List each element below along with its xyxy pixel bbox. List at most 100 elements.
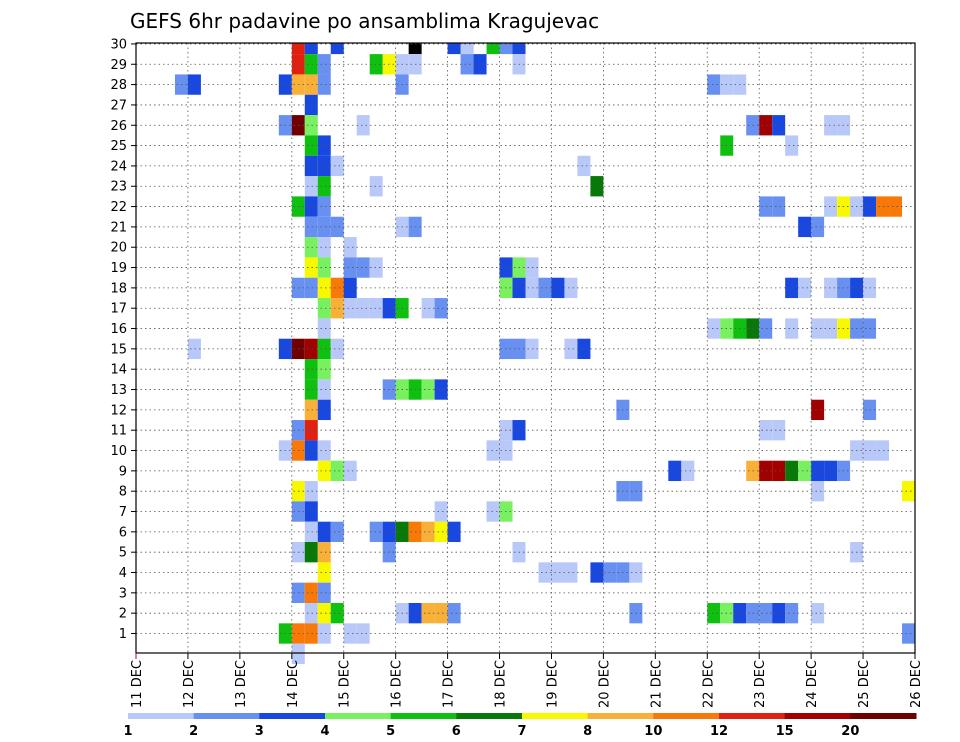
- y-tick-label: 12: [110, 403, 127, 418]
- heatmap-cell: [785, 135, 799, 156]
- heatmap-cell: [304, 135, 318, 156]
- x-tick-label: 21 DEC: [649, 660, 664, 708]
- colorbar-swatch: [719, 713, 786, 719]
- heatmap-cell: [811, 481, 825, 502]
- heatmap-cell: [356, 115, 370, 136]
- chart-title: GEFS 6hr padavine po ansamblima Kragujev…: [130, 9, 599, 33]
- colorbar-label: 1: [123, 724, 132, 739]
- colorbar-label: 15: [776, 724, 794, 739]
- heatmap-cell: [408, 43, 422, 55]
- heatmap-cell: [824, 318, 838, 339]
- colorbar-label: 12: [710, 724, 728, 739]
- heatmap-cell: [291, 43, 305, 55]
- heatmap-cell: [356, 298, 370, 319]
- colorbar-swatch: [850, 713, 917, 719]
- heatmap-cell: [317, 623, 331, 644]
- y-tick-label: 14: [110, 363, 127, 378]
- heatmap-cell: [304, 582, 318, 604]
- heatmap-cell: [876, 196, 890, 217]
- heatmap-cell: [681, 460, 695, 482]
- heatmap-cell: [330, 277, 344, 299]
- heatmap-cell: [486, 440, 500, 461]
- heatmap-cell: [304, 237, 318, 258]
- heatmap-cell: [304, 196, 318, 217]
- heatmap-cell: [811, 399, 825, 421]
- x-tick-label: 11 DEC: [130, 660, 145, 708]
- heatmap-cell: [785, 277, 799, 299]
- heatmap-cell: [304, 155, 318, 177]
- heatmap-cell: [317, 298, 331, 319]
- heatmap-cells: [174, 43, 915, 664]
- y-tick-label: 1: [119, 627, 127, 642]
- colorbar-swatch: [522, 713, 589, 719]
- heatmap-cell: [317, 277, 331, 299]
- heatmap-cell: [343, 277, 357, 299]
- y-tick-label: 19: [110, 261, 127, 276]
- y-tick-label: 4: [119, 566, 127, 581]
- heatmap-cell: [304, 420, 318, 441]
- heatmap-cell: [304, 542, 318, 563]
- heatmap-cell: [434, 603, 448, 624]
- y-tick-label: 11: [110, 424, 127, 439]
- heatmap-cell: [460, 54, 474, 75]
- heatmap-cell: [876, 440, 890, 461]
- heatmap-cell: [369, 298, 383, 319]
- heatmap-cell: [447, 521, 461, 543]
- heatmap-cell: [304, 501, 318, 522]
- heatmap-cell: [434, 379, 448, 400]
- heatmap-cell: [759, 603, 773, 624]
- y-tick-label: 3: [119, 586, 127, 601]
- heatmap-cell: [330, 216, 344, 238]
- heatmap-cell: [369, 521, 383, 543]
- heatmap-cell: [304, 216, 318, 238]
- heatmap-cell: [317, 155, 331, 177]
- heatmap-cell: [317, 379, 331, 400]
- heatmap-cell: [421, 603, 435, 624]
- y-tick-label: 13: [110, 383, 127, 398]
- heatmap-cell: [317, 440, 331, 461]
- x-tick-label: 24 DEC: [805, 660, 820, 708]
- colorbar-swatch: [784, 713, 851, 719]
- x-tick-label: 16 DEC: [390, 660, 405, 708]
- heatmap-cell: [330, 43, 344, 55]
- colorbar-swatch: [390, 713, 457, 719]
- y-axis-ticks: 1234567891011121314151617181920212223242…: [110, 37, 136, 642]
- colorbar: 1 2 3 4 5 6 7 8 10 12 15 20: [123, 713, 917, 739]
- heatmap-cell: [356, 623, 370, 644]
- colorbar-label: 3: [255, 724, 264, 739]
- heatmap-cell: [304, 338, 318, 360]
- heatmap-cell: [707, 603, 721, 624]
- heatmap-cell: [317, 521, 331, 543]
- y-tick-label: 7: [119, 505, 127, 520]
- heatmap-cell: [187, 338, 201, 360]
- colorbar-swatch: [456, 713, 523, 719]
- heatmap-cell: [330, 521, 344, 543]
- heatmap-cell: [772, 460, 786, 482]
- heatmap-cell: [785, 460, 799, 482]
- grid-lines: [136, 43, 915, 653]
- y-tick-label: 5: [119, 546, 127, 561]
- heatmap-cell: [785, 603, 799, 624]
- heatmap-cell: [538, 277, 552, 299]
- heatmap-cell: [330, 460, 344, 482]
- heatmap-cell: [434, 501, 448, 522]
- heatmap-cell: [772, 420, 786, 441]
- x-axis-ticks: 11 DEC 12 DEC 13 DEC 14 DEC 15 DEC 16 DEC 17 D…: [130, 653, 924, 708]
- heatmap-cell: [330, 338, 344, 360]
- heatmap-cell: [811, 603, 825, 624]
- y-tick-label: 15: [110, 342, 127, 357]
- heatmap-cell: [343, 237, 357, 258]
- heatmap-cell: [421, 298, 435, 319]
- x-tick-label: 19 DEC: [545, 660, 560, 708]
- x-tick-label: 25 DEC: [857, 660, 872, 708]
- heatmap-cell: [330, 298, 344, 319]
- heatmap-cell: [317, 603, 331, 624]
- heatmap-cell: [421, 521, 435, 543]
- heatmap-cell: [525, 277, 539, 299]
- heatmap-cell: [317, 359, 331, 380]
- heatmap-cell: [447, 603, 461, 624]
- heatmap-cell: [551, 562, 565, 583]
- heatmap-cell: [772, 196, 786, 217]
- y-tick-label: 25: [110, 139, 127, 154]
- colorbar-label: 6: [452, 724, 461, 739]
